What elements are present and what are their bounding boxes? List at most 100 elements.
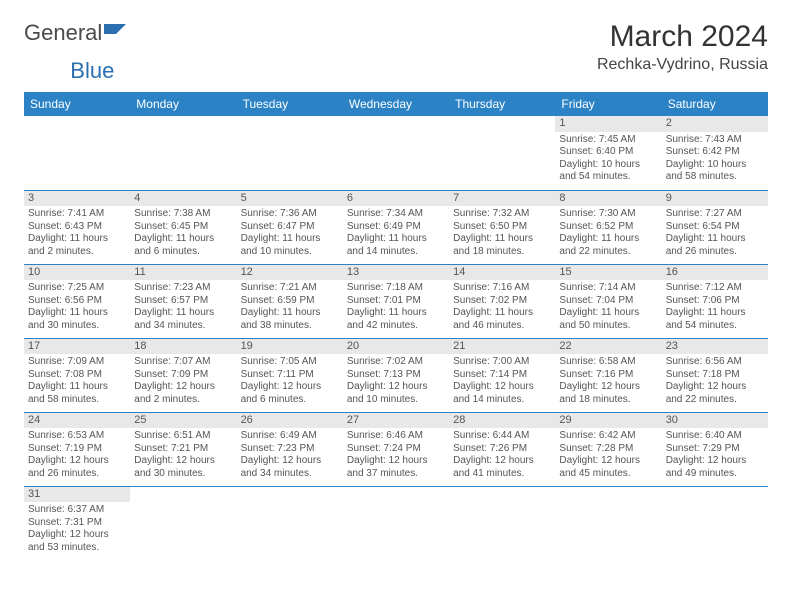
sunrise-text: Sunrise: 7:00 AM xyxy=(453,356,551,369)
sunrise-text: Sunrise: 7:25 AM xyxy=(28,282,126,295)
calendar-cell: 16Sunrise: 7:12 AMSunset: 7:06 PMDayligh… xyxy=(662,264,768,338)
daylight-text: Daylight: 12 hours and 34 minutes. xyxy=(241,455,339,480)
sunset-text: Sunset: 7:29 PM xyxy=(666,443,764,456)
daylight-text: Daylight: 12 hours and 18 minutes. xyxy=(559,381,657,406)
calendar-cell-blank xyxy=(24,116,130,190)
daylight-text: Daylight: 12 hours and 53 minutes. xyxy=(28,529,126,554)
calendar-cell: 5Sunrise: 7:36 AMSunset: 6:47 PMDaylight… xyxy=(237,190,343,264)
sunrise-text: Sunrise: 7:41 AM xyxy=(28,208,126,221)
sunset-text: Sunset: 7:28 PM xyxy=(559,443,657,456)
day-details: Sunrise: 7:12 AMSunset: 7:06 PMDaylight:… xyxy=(666,282,764,332)
daylight-text: Daylight: 11 hours and 38 minutes. xyxy=(241,307,339,332)
logo: General xyxy=(24,20,130,46)
daylight-text: Daylight: 10 hours and 58 minutes. xyxy=(666,159,764,184)
day-header: Saturday xyxy=(662,92,768,116)
sunrise-text: Sunrise: 7:32 AM xyxy=(453,208,551,221)
sunset-text: Sunset: 7:24 PM xyxy=(347,443,445,456)
day-details: Sunrise: 6:56 AMSunset: 7:18 PMDaylight:… xyxy=(666,356,764,406)
sunset-text: Sunset: 7:14 PM xyxy=(453,369,551,382)
calendar-cell: 27Sunrise: 6:46 AMSunset: 7:24 PMDayligh… xyxy=(343,412,449,486)
sunrise-text: Sunrise: 7:23 AM xyxy=(134,282,232,295)
sunrise-text: Sunrise: 6:53 AM xyxy=(28,430,126,443)
day-details: Sunrise: 6:49 AMSunset: 7:23 PMDaylight:… xyxy=(241,430,339,480)
day-details: Sunrise: 7:21 AMSunset: 6:59 PMDaylight:… xyxy=(241,282,339,332)
sunset-text: Sunset: 6:45 PM xyxy=(134,221,232,234)
calendar-cell: 13Sunrise: 7:18 AMSunset: 7:01 PMDayligh… xyxy=(343,264,449,338)
calendar-cell-blank xyxy=(449,486,555,560)
daylight-text: Daylight: 11 hours and 58 minutes. xyxy=(28,381,126,406)
day-details: Sunrise: 7:32 AMSunset: 6:50 PMDaylight:… xyxy=(453,208,551,258)
calendar-cell: 22Sunrise: 6:58 AMSunset: 7:16 PMDayligh… xyxy=(555,338,661,412)
day-number: 22 xyxy=(555,339,661,355)
sunrise-text: Sunrise: 6:44 AM xyxy=(453,430,551,443)
calendar-header-row: SundayMondayTuesdayWednesdayThursdayFrid… xyxy=(24,92,768,116)
day-number: 9 xyxy=(662,191,768,207)
sunrise-text: Sunrise: 7:07 AM xyxy=(134,356,232,369)
day-details: Sunrise: 6:44 AMSunset: 7:26 PMDaylight:… xyxy=(453,430,551,480)
calendar-row: 31Sunrise: 6:37 AMSunset: 7:31 PMDayligh… xyxy=(24,486,768,560)
sunrise-text: Sunrise: 6:51 AM xyxy=(134,430,232,443)
day-number: 25 xyxy=(130,413,236,429)
calendar-row: 3Sunrise: 7:41 AMSunset: 6:43 PMDaylight… xyxy=(24,190,768,264)
day-number: 12 xyxy=(237,265,343,281)
daylight-text: Daylight: 12 hours and 2 minutes. xyxy=(134,381,232,406)
daylight-text: Daylight: 11 hours and 14 minutes. xyxy=(347,233,445,258)
calendar-cell: 1Sunrise: 7:45 AMSunset: 6:40 PMDaylight… xyxy=(555,116,661,190)
sunset-text: Sunset: 7:21 PM xyxy=(134,443,232,456)
daylight-text: Daylight: 11 hours and 26 minutes. xyxy=(666,233,764,258)
day-details: Sunrise: 7:38 AMSunset: 6:45 PMDaylight:… xyxy=(134,208,232,258)
day-details: Sunrise: 7:14 AMSunset: 7:04 PMDaylight:… xyxy=(559,282,657,332)
day-number: 31 xyxy=(24,487,130,503)
day-number: 5 xyxy=(237,191,343,207)
day-details: Sunrise: 7:23 AMSunset: 6:57 PMDaylight:… xyxy=(134,282,232,332)
sunset-text: Sunset: 7:08 PM xyxy=(28,369,126,382)
day-number: 26 xyxy=(237,413,343,429)
sunset-text: Sunset: 6:40 PM xyxy=(559,146,657,159)
sunrise-text: Sunrise: 6:37 AM xyxy=(28,504,126,517)
calendar-cell: 10Sunrise: 7:25 AMSunset: 6:56 PMDayligh… xyxy=(24,264,130,338)
calendar-cell-blank xyxy=(449,116,555,190)
calendar-row: 17Sunrise: 7:09 AMSunset: 7:08 PMDayligh… xyxy=(24,338,768,412)
daylight-text: Daylight: 11 hours and 34 minutes. xyxy=(134,307,232,332)
sunrise-text: Sunrise: 6:56 AM xyxy=(666,356,764,369)
day-details: Sunrise: 7:02 AMSunset: 7:13 PMDaylight:… xyxy=(347,356,445,406)
calendar-cell-blank xyxy=(555,486,661,560)
sunrise-text: Sunrise: 7:09 AM xyxy=(28,356,126,369)
sunset-text: Sunset: 7:01 PM xyxy=(347,295,445,308)
day-number: 7 xyxy=(449,191,555,207)
sunset-text: Sunset: 7:04 PM xyxy=(559,295,657,308)
calendar-cell: 17Sunrise: 7:09 AMSunset: 7:08 PMDayligh… xyxy=(24,338,130,412)
sunrise-text: Sunrise: 7:21 AM xyxy=(241,282,339,295)
calendar-cell: 12Sunrise: 7:21 AMSunset: 6:59 PMDayligh… xyxy=(237,264,343,338)
day-number: 4 xyxy=(130,191,236,207)
calendar-cell: 29Sunrise: 6:42 AMSunset: 7:28 PMDayligh… xyxy=(555,412,661,486)
sunset-text: Sunset: 6:49 PM xyxy=(347,221,445,234)
sunset-text: Sunset: 7:18 PM xyxy=(666,369,764,382)
sunset-text: Sunset: 6:43 PM xyxy=(28,221,126,234)
calendar-cell-blank xyxy=(343,486,449,560)
sunset-text: Sunset: 6:59 PM xyxy=(241,295,339,308)
daylight-text: Daylight: 11 hours and 6 minutes. xyxy=(134,233,232,258)
daylight-text: Daylight: 11 hours and 10 minutes. xyxy=(241,233,339,258)
daylight-text: Daylight: 11 hours and 42 minutes. xyxy=(347,307,445,332)
sunset-text: Sunset: 6:47 PM xyxy=(241,221,339,234)
sunrise-text: Sunrise: 7:16 AM xyxy=(453,282,551,295)
sunset-text: Sunset: 6:57 PM xyxy=(134,295,232,308)
logo-flag-icon xyxy=(104,18,130,44)
sunset-text: Sunset: 6:52 PM xyxy=(559,221,657,234)
sunset-text: Sunset: 7:11 PM xyxy=(241,369,339,382)
sunrise-text: Sunrise: 6:49 AM xyxy=(241,430,339,443)
sunrise-text: Sunrise: 7:34 AM xyxy=(347,208,445,221)
day-number: 13 xyxy=(343,265,449,281)
day-number: 28 xyxy=(449,413,555,429)
sunrise-text: Sunrise: 6:40 AM xyxy=(666,430,764,443)
calendar-cell: 6Sunrise: 7:34 AMSunset: 6:49 PMDaylight… xyxy=(343,190,449,264)
calendar-cell-blank xyxy=(237,486,343,560)
calendar-row: 10Sunrise: 7:25 AMSunset: 6:56 PMDayligh… xyxy=(24,264,768,338)
daylight-text: Daylight: 12 hours and 22 minutes. xyxy=(666,381,764,406)
daylight-text: Daylight: 11 hours and 18 minutes. xyxy=(453,233,551,258)
day-details: Sunrise: 6:53 AMSunset: 7:19 PMDaylight:… xyxy=(28,430,126,480)
calendar-cell-blank xyxy=(343,116,449,190)
logo-text-blue: Blue xyxy=(70,58,114,84)
day-number: 19 xyxy=(237,339,343,355)
